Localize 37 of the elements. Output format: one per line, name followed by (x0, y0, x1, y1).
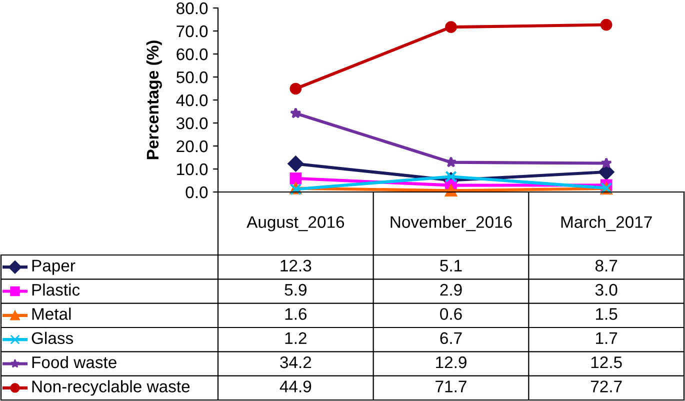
y-tick-label: 10.0 (177, 163, 208, 176)
y-tick-label: 50.0 (176, 71, 208, 84)
data-label: 5.9 (284, 284, 306, 296)
legend-label: Metal (32, 308, 71, 320)
data-label: 12.9 (436, 356, 466, 368)
data-label: 0.6 (440, 308, 462, 320)
data-label: 12.3 (280, 260, 312, 272)
y-axis-title: Percentage (%) (146, 40, 162, 160)
data-label: 6.7 (440, 332, 462, 344)
data-label: 44.9 (280, 380, 312, 392)
data-label: 1.7 (596, 332, 618, 344)
y-tick-label: 20.0 (176, 140, 208, 152)
data-label: 1.5 (596, 308, 618, 320)
data-label: 2.9 (440, 284, 462, 296)
y-tick-label: 30.0 (176, 117, 208, 130)
y-tick-label: 70.0 (176, 25, 208, 38)
y-tick-label: 0.0 (186, 186, 208, 198)
x-tick-label: August_2016 (246, 216, 344, 232)
y-tick-label: 40.0 (176, 94, 208, 106)
data-label: 5.1 (440, 260, 462, 272)
y-tick-label: 80.0 (176, 2, 208, 14)
data-label: 71.7 (436, 380, 466, 392)
legend-label: Plastic (32, 283, 80, 296)
x-tick-label: March_2017 (561, 216, 652, 232)
y-tick-label: 60.0 (176, 48, 208, 60)
legend-label: Non-recyclable waste (32, 380, 190, 396)
legend-label: Glass (32, 332, 73, 344)
data-label: 34.2 (280, 356, 312, 368)
legend-label: Food waste (32, 356, 116, 368)
x-tick-label: November_2016 (390, 216, 512, 232)
data-label: 3.0 (595, 284, 618, 296)
data-label: 1.2 (285, 332, 306, 344)
legend-label: Paper (32, 260, 76, 275)
data-label: 12.5 (591, 356, 622, 368)
data-label: 72.7 (590, 380, 622, 392)
data-label: 8.7 (595, 260, 618, 272)
data-label: 1.6 (285, 308, 307, 320)
